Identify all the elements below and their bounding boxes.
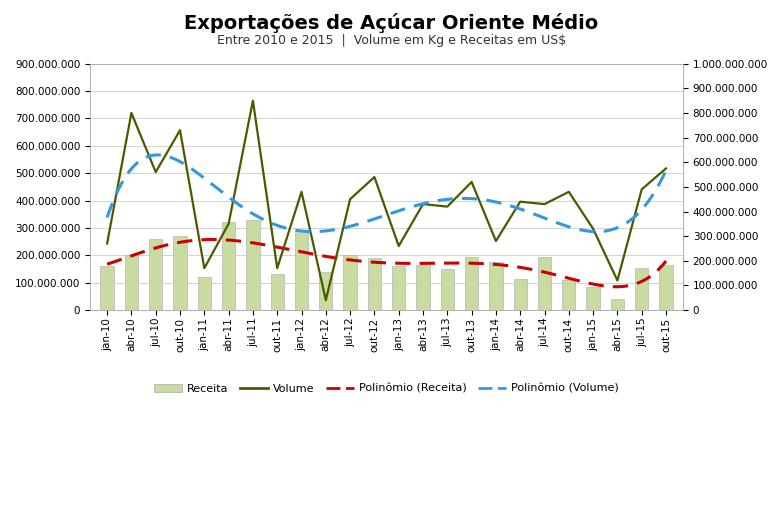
Bar bbox=[222, 222, 236, 310]
Bar bbox=[417, 265, 430, 310]
Bar bbox=[635, 268, 648, 310]
Text: Exportações de Açúcar Oriente Médio: Exportações de Açúcar Oriente Médio bbox=[184, 13, 599, 33]
Text: Entre 2010 e 2015  |  Volume em Kg e Receitas em US$: Entre 2010 e 2015 | Volume em Kg e Recei… bbox=[217, 34, 566, 47]
Bar bbox=[538, 257, 551, 310]
Bar bbox=[197, 277, 211, 310]
Bar bbox=[100, 266, 114, 310]
Bar bbox=[659, 265, 673, 310]
Bar bbox=[124, 255, 138, 310]
Bar bbox=[149, 239, 162, 310]
Legend: Receita, Volume, Polinômio (Receita), Polinômio (Volume): Receita, Volume, Polinômio (Receita), Po… bbox=[150, 379, 623, 398]
Bar bbox=[586, 287, 600, 310]
Bar bbox=[246, 220, 260, 310]
Bar bbox=[319, 272, 333, 310]
Bar bbox=[465, 257, 478, 310]
Bar bbox=[173, 236, 186, 310]
Bar bbox=[489, 262, 503, 310]
Bar bbox=[562, 280, 576, 310]
Bar bbox=[514, 279, 527, 310]
Bar bbox=[368, 258, 381, 310]
Bar bbox=[441, 269, 454, 310]
Bar bbox=[344, 255, 357, 310]
Bar bbox=[611, 299, 624, 310]
Bar bbox=[392, 266, 406, 310]
Bar bbox=[271, 275, 284, 310]
Bar bbox=[295, 231, 309, 310]
